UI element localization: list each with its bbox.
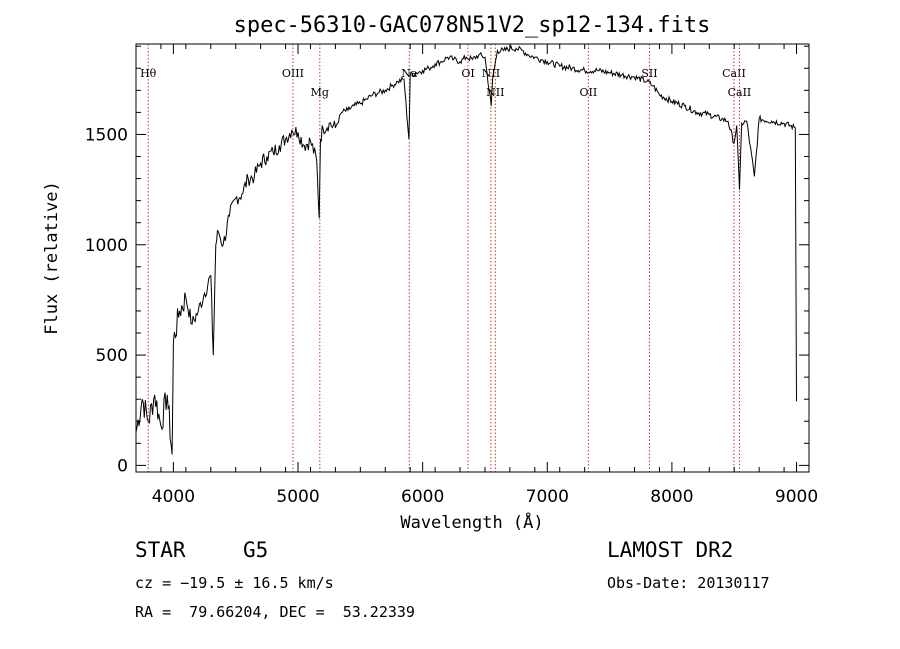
- spectral-line-label: OII: [580, 86, 598, 99]
- x-tick-label: 5000: [276, 487, 319, 507]
- coordinates: RA = 79.66204, DEC = 53.22339: [135, 603, 415, 621]
- spectral-lines-layer: Hθ OIII Mg Na OI NII NII OII SII CaII CaII: [140, 44, 751, 472]
- spectral-line-label: Hθ: [140, 67, 157, 80]
- spectral-line-label: CaII: [728, 86, 752, 99]
- chart-title: spec-56310-GAC078N51V2_sp12-134.fits: [234, 13, 711, 38]
- y-tick-label: 1500: [85, 125, 128, 145]
- spectrum-line: [135, 44, 797, 455]
- x-tick-label: 4000: [152, 487, 195, 507]
- spectral-line-label: Mg: [311, 86, 329, 99]
- y-axis-label: Flux (relative): [42, 181, 62, 335]
- spectral-line-label: OI: [461, 67, 474, 80]
- spectrum-layer: [135, 44, 797, 455]
- axis-ticks-layer: 4000 5000 6000 7000 8000 9000 0 500 1000 1500: [85, 44, 818, 507]
- spectral-line-label: Na: [401, 67, 418, 80]
- y-tick-label: 1000: [85, 236, 128, 256]
- y-tick-label: 0: [117, 456, 128, 476]
- spectral-line-label: SII: [641, 67, 657, 80]
- x-axis-label: Wavelength (Å): [400, 511, 543, 533]
- x-tick-label: 7000: [526, 487, 569, 507]
- spectral-subclass: G5: [243, 538, 269, 562]
- object-type: STAR: [135, 538, 186, 562]
- x-tick-label: 6000: [401, 487, 444, 507]
- x-tick-label: 9000: [775, 487, 818, 507]
- spectral-line-label: NII: [486, 86, 504, 99]
- spectral-line-label: OIII: [282, 67, 304, 80]
- y-tick-label: 500: [96, 346, 128, 366]
- obs-date: Obs-Date: 20130117: [607, 574, 770, 592]
- x-tick-label: 8000: [650, 487, 693, 507]
- plot-frame: [135, 43, 810, 473]
- survey-name: LAMOST DR2: [607, 538, 734, 562]
- spectral-line-label: NII: [482, 67, 500, 80]
- redshift-cz: cz = −19.5 ± 16.5 km/s: [135, 574, 334, 592]
- spectral-line-label: CaII: [722, 67, 746, 80]
